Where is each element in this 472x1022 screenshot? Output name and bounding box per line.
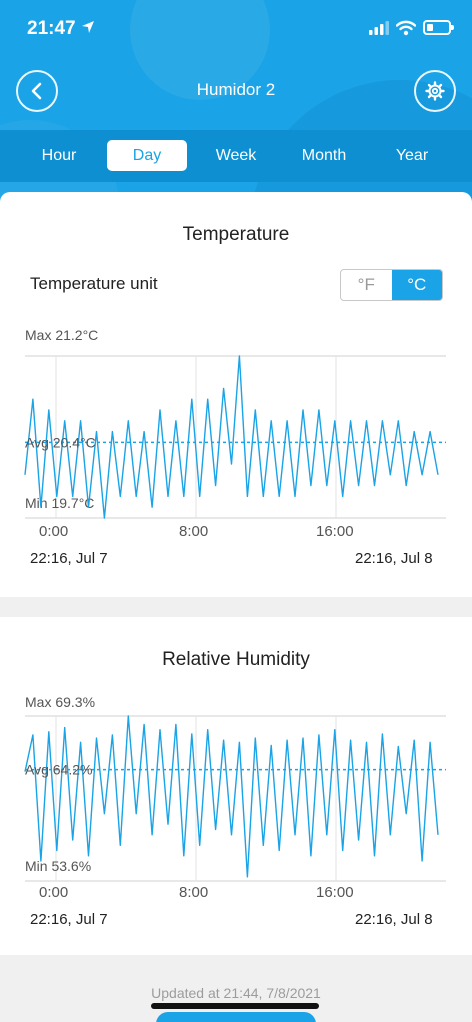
location-arrow-icon: [82, 21, 94, 33]
status-time: 21:47: [27, 18, 76, 39]
humidity-end-date: 22:16, Jul 8: [355, 911, 433, 928]
unit-celsius-option[interactable]: °C: [391, 270, 442, 300]
max-label: Max 21.2°C: [25, 327, 98, 343]
temperature-chart: Max 21.2°C Min 19.7°C 0:00 8:00 16:00 Av…: [24, 327, 446, 540]
x-tick-label: 16:00: [316, 884, 354, 901]
back-button[interactable]: [16, 70, 58, 112]
avg-label: Avg 20.4°C: [25, 434, 96, 450]
min-label: Min 19.7°C: [25, 495, 94, 511]
min-label: Min 53.6%: [25, 858, 91, 874]
humidity-series-line: [24, 715, 439, 878]
humidity-start-date: 22:16, Jul 7: [30, 911, 108, 928]
updated-timestamp: Updated at 21:44, 7/8/2021: [151, 985, 321, 1001]
humidity-title: Relative Humidity: [162, 649, 310, 670]
humidity-chart: Max 69.3% Min 53.6% 0:00 8:00 16:00 Avg …: [24, 694, 446, 901]
gear-icon: [425, 81, 445, 101]
chevron-left-icon: [31, 82, 42, 100]
battery-icon: [423, 20, 454, 35]
tab-hour[interactable]: Hour: [41, 147, 77, 164]
temperature-card: Temperature Temperature unit °F °C Max 2…: [0, 192, 472, 597]
x-tick-label: 8:00: [179, 884, 208, 901]
temperature-start-date: 22:16, Jul 7: [30, 550, 108, 567]
status-bar: 21:47: [0, 16, 472, 42]
max-label: Max 69.3%: [25, 694, 95, 710]
tab-year[interactable]: Year: [395, 147, 429, 164]
x-tick-label: 8:00: [179, 523, 208, 540]
tab-month[interactable]: Month: [301, 147, 347, 164]
wifi-icon: [396, 20, 416, 36]
temperature-title: Temperature: [182, 224, 290, 245]
header: 21:47 Humidor 2: [0, 0, 472, 215]
settings-button[interactable]: [414, 70, 456, 112]
x-tick-label: 0:00: [39, 884, 68, 901]
temperature-end-date: 22:16, Jul 8: [355, 550, 433, 567]
tab-day[interactable]: Day: [107, 140, 187, 171]
range-tabbar: Hour Day Week Month Year: [0, 130, 472, 182]
unit-fahrenheit-option[interactable]: °F: [357, 275, 375, 294]
home-indicator: [151, 1003, 319, 1009]
temperature-unit-toggle: °F °C: [340, 269, 443, 301]
page-title: Humidor 2: [196, 80, 276, 99]
x-tick-label: 16:00: [316, 523, 354, 540]
temperature-unit-label: Temperature unit: [30, 274, 158, 293]
tab-week[interactable]: Week: [215, 147, 257, 164]
temperature-series-line: [24, 355, 439, 519]
bottom-action-button[interactable]: [156, 1012, 316, 1022]
cellular-signal-icon: [369, 21, 389, 35]
x-tick-label: 0:00: [39, 523, 68, 540]
avg-label: Avg 64.2%: [25, 762, 92, 778]
humidity-card: Relative Humidity Max 69.3% Min 53.6% 0:…: [0, 617, 472, 955]
